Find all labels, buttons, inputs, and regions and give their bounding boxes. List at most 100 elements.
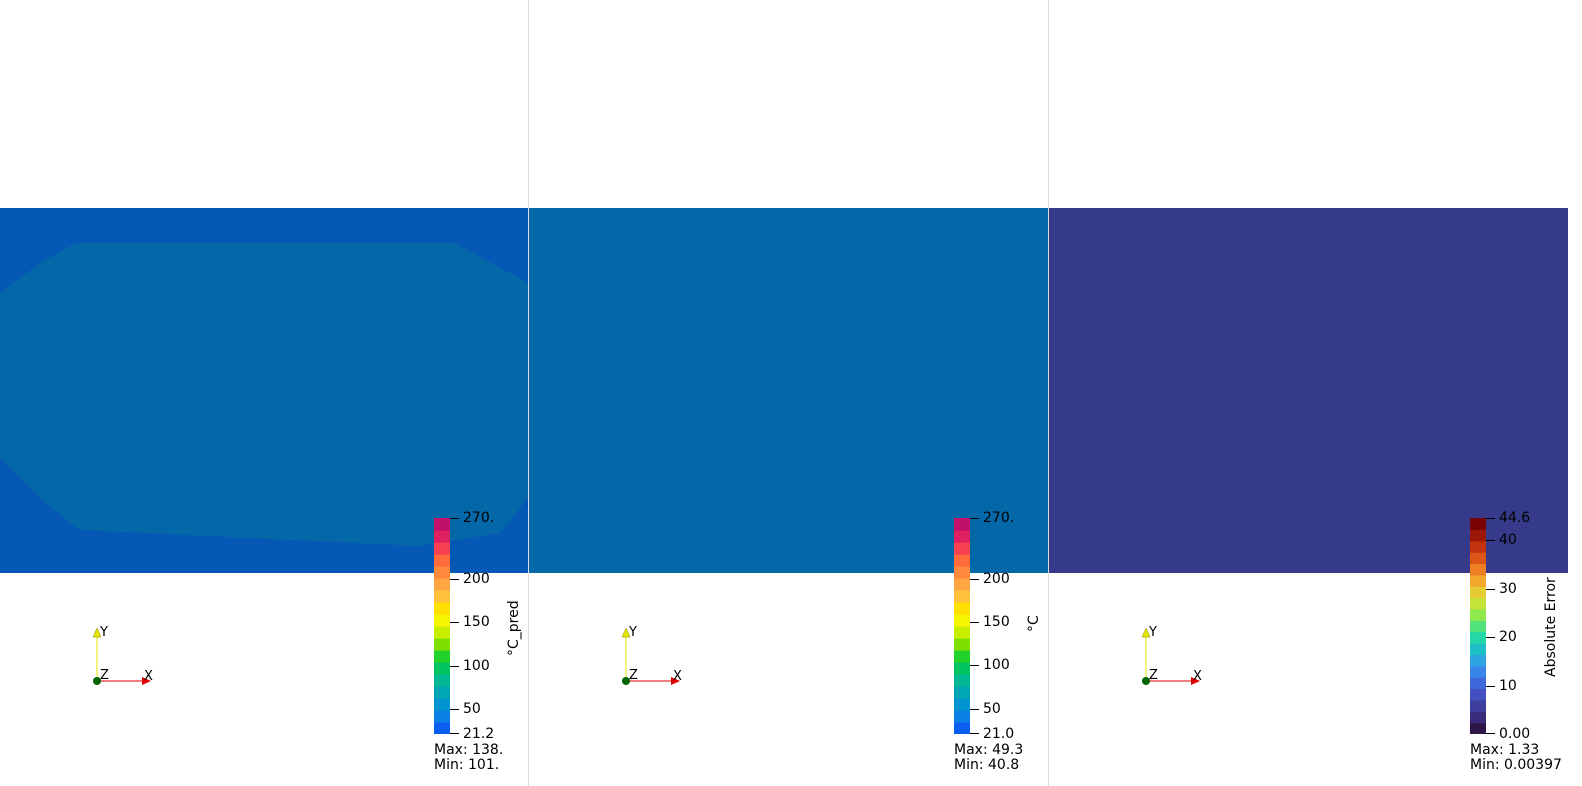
colorbar-band	[1470, 722, 1486, 734]
colorbar-tick	[450, 518, 459, 519]
colorbar-predicted	[434, 518, 450, 734]
colorbar-tick	[1486, 518, 1495, 519]
colorbar-tick	[1486, 685, 1495, 687]
colorbar-tick	[970, 733, 979, 734]
colorbar-band	[1470, 597, 1486, 610]
colorbar-tick-label: 200	[983, 570, 1010, 587]
y-axis-arrow	[621, 627, 631, 638]
colorbar-tick	[970, 665, 979, 667]
colorbar-band	[1470, 688, 1486, 701]
colorbar-tick-label: 21.2	[463, 726, 495, 742]
viewport-predicted[interactable]: Y Z X 270. 200 150 100 50 21.2 °C_pred Max: 1…	[0, 0, 528, 786]
viewport-divider	[528, 0, 529, 786]
x-axis-label: X	[144, 669, 153, 684]
y-axis-arrow	[1141, 627, 1151, 638]
colorbar-band	[1470, 518, 1486, 530]
colorbar-band	[954, 638, 970, 651]
colorbar-band	[434, 650, 450, 663]
colorbar-band	[1470, 643, 1486, 656]
colorbar-band	[434, 518, 450, 531]
error-field-render	[1049, 208, 1568, 573]
colorbar-band	[954, 650, 970, 663]
predicted-max-text: Max: 138.	[434, 742, 504, 758]
colorbar-band	[434, 638, 450, 651]
colorbar-tick-label: 150	[463, 614, 490, 631]
viewport-divider	[1048, 0, 1049, 786]
colorbar-band	[1470, 699, 1486, 712]
orientation-axes: Y Z X	[1137, 622, 1217, 692]
orientation-axes: Y Z X	[617, 622, 697, 692]
colorbar-tick-label: 150	[983, 614, 1010, 631]
y-axis-label: Y	[629, 625, 637, 640]
predicted-field-svg	[0, 208, 528, 573]
colorbar-tick-label: 270.	[463, 510, 495, 526]
colorbar-error	[1470, 518, 1486, 734]
colorbar-tick	[450, 708, 459, 710]
error-field-region	[1049, 208, 1568, 573]
z-axis-label: Z	[100, 668, 109, 683]
true-range-readout: Max: 49.3 Min: 40.8	[954, 743, 1023, 773]
colorbar-band	[434, 686, 450, 699]
colorbar-error-ticks: 44.6 40 30 20 10 0.00	[1486, 511, 1546, 741]
orientation-axes-svg	[621, 627, 680, 685]
y-axis-label: Y	[100, 625, 108, 640]
origin-dot	[622, 677, 630, 685]
colorbar-band	[954, 590, 970, 603]
colorbar-band	[954, 626, 970, 639]
colorbar-band	[954, 542, 970, 555]
colorbar-band	[434, 698, 450, 711]
colorbar-error-title: Absolute Error	[1543, 577, 1559, 677]
colorbar-tick	[970, 708, 979, 710]
error-min-text: Min: 0.00397	[1470, 757, 1562, 773]
colorbar-band	[954, 674, 970, 687]
colorbar-tick-label: 50	[983, 700, 1001, 717]
colorbar-predicted-title: °C_pred	[506, 600, 522, 656]
true-max-text: Max: 49.3	[954, 742, 1024, 758]
colorbar-tick-label: 0.00	[1499, 726, 1531, 742]
colorbar-band	[1470, 665, 1486, 678]
orientation-axes: Y Z X	[88, 622, 168, 692]
colorbar-band	[434, 710, 450, 723]
colorbar-band	[1470, 631, 1486, 644]
colorbar-band	[954, 578, 970, 591]
colorbar-band	[954, 554, 970, 567]
x-axis-arrow	[142, 677, 151, 685]
colorbar-tick-label: 20	[1499, 629, 1517, 646]
predicted-field-render	[0, 208, 528, 573]
colorbar-band	[954, 518, 970, 531]
viewport-true[interactable]: Y Z X 270. 200 150 100 50 21.0 °C Max: 49.3 M…	[529, 0, 1048, 786]
colorbar-band	[434, 590, 450, 603]
colorbar-tick	[970, 622, 979, 624]
true-min-text: Min: 40.8	[954, 757, 1020, 773]
colorbar-tick	[1486, 733, 1495, 734]
colorbar-band	[1470, 574, 1486, 587]
error-field-svg	[1049, 208, 1568, 573]
true-field-svg	[529, 208, 1048, 573]
colorbar-band	[954, 602, 970, 615]
colorbar-true	[954, 518, 970, 734]
colorbar-band	[1470, 540, 1486, 553]
x-axis-label: X	[1193, 669, 1202, 684]
y-axis-label: Y	[1149, 625, 1157, 640]
colorbar-predicted-ticks: 270. 200 150 100 50 21.2	[450, 511, 510, 741]
viewport-error[interactable]: Y Z X 44.6 40 30 20 10 0.00 Absolute Error Ma…	[1049, 0, 1582, 786]
colorbar-tick	[1486, 540, 1495, 542]
colorbar-band	[1470, 677, 1486, 690]
error-range-readout: Max: 1.33 Min: 0.00397	[1470, 743, 1562, 773]
colorbar-tick-label: 30	[1499, 580, 1517, 597]
x-axis-arrow	[671, 677, 680, 685]
colorbar-tick	[450, 622, 459, 624]
colorbar-band	[434, 530, 450, 543]
orientation-axes-svg	[1141, 627, 1200, 685]
colorbar-band	[954, 698, 970, 711]
predicted-min-text: Min: 101.	[434, 757, 500, 773]
colorbar-tick-label: 200	[463, 570, 490, 587]
colorbar-tick	[450, 665, 459, 667]
colorbar-band	[954, 686, 970, 699]
colorbar-band	[434, 566, 450, 579]
colorbar-tick-label: 44.6	[1499, 510, 1531, 526]
colorbar-band	[434, 614, 450, 627]
x-axis-label: X	[673, 669, 682, 684]
colorbar-tick	[1486, 588, 1495, 590]
colorbar-band	[434, 578, 450, 591]
